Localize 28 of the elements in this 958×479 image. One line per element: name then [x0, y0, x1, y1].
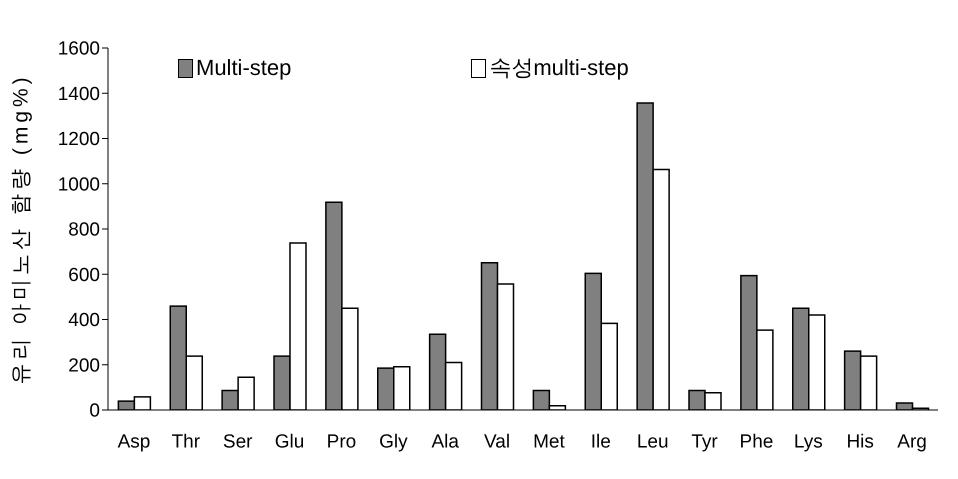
y-tick-label: 400	[68, 310, 100, 332]
legend-label: Multi-step	[196, 55, 292, 81]
x-tick-label: Val	[484, 431, 510, 452]
y-tick-label: 800	[68, 220, 100, 241]
y-tick-label: 1200	[58, 129, 100, 150]
x-tick-label: Met	[533, 431, 566, 452]
y-axis-title: 유리 아미노산 함량 (mg%)	[9, 73, 32, 385]
x-tick-label: Asp	[118, 431, 150, 452]
x-tick-label: His	[846, 431, 874, 452]
x-tick-label: Thr	[172, 431, 201, 452]
x-tick-label: Ala	[431, 431, 460, 452]
y-tick-label: 1000	[58, 174, 100, 196]
x-tick-label: Pro	[326, 431, 356, 452]
x-tick-label: Leu	[636, 431, 669, 452]
y-tick-label: 200	[68, 355, 100, 376]
y-tick-label: 0	[89, 400, 100, 422]
x-tick-label: Glu	[274, 431, 304, 452]
x-tick-label: Ser	[222, 431, 254, 452]
y-tick-label: 1400	[58, 84, 100, 105]
legend-label: 속성multi-step	[489, 54, 629, 82]
x-tick-label: Phe	[740, 431, 774, 452]
x-tick-label: Tyr	[691, 431, 718, 452]
y-tick-label: 1600	[58, 38, 100, 60]
y-tick-label: 600	[68, 264, 100, 286]
x-tick-label: Arg	[897, 431, 927, 452]
x-tick-label: Ile	[590, 431, 611, 452]
x-tick-label: Lys	[794, 431, 823, 452]
x-tick-label: Gly	[379, 431, 408, 452]
